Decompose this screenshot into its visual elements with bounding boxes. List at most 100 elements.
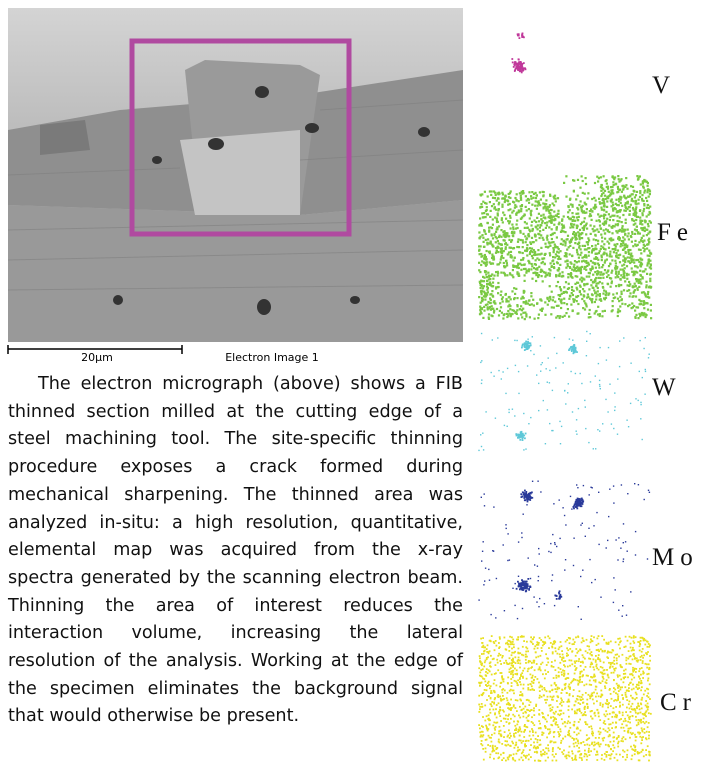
map-dot — [490, 263, 492, 265]
map-dot — [581, 260, 583, 262]
map-dot — [593, 636, 595, 638]
map-dot — [502, 695, 504, 697]
map-dot — [539, 695, 541, 697]
map-dot — [615, 271, 617, 273]
map-dot — [646, 695, 648, 697]
map-dot — [494, 745, 496, 747]
map-dot — [627, 640, 629, 642]
map-dot — [503, 718, 505, 720]
map-dot — [600, 215, 602, 217]
map-dot — [645, 705, 647, 707]
map-dot — [528, 191, 530, 193]
map-dot — [641, 237, 643, 239]
map-dot — [603, 253, 605, 255]
map-dot — [571, 255, 573, 257]
map-dot — [649, 231, 651, 233]
map-dot — [623, 736, 625, 738]
map-dot — [631, 679, 633, 681]
map-dot — [641, 240, 643, 242]
map-dot — [648, 357, 649, 358]
map-dot — [502, 688, 504, 690]
map-dot — [490, 685, 492, 687]
map-dot — [620, 689, 622, 691]
map-dot — [527, 496, 529, 498]
map-dot — [611, 186, 613, 188]
map-dot — [591, 728, 593, 730]
map-dot — [578, 204, 580, 206]
map-dot — [591, 635, 593, 637]
map-dot — [522, 241, 524, 243]
map-dot — [519, 677, 521, 679]
map-dot — [545, 199, 547, 201]
map-dot — [479, 675, 481, 677]
map-dot — [599, 384, 600, 385]
map-dot — [559, 656, 561, 658]
map-dot — [538, 410, 539, 411]
map-dot — [602, 704, 604, 706]
map-dot — [611, 753, 613, 755]
map-dot — [503, 235, 505, 237]
map-dot — [512, 62, 514, 64]
map-dot — [548, 206, 550, 208]
map-dot — [552, 643, 554, 645]
map-dot — [515, 673, 517, 675]
map-dot — [527, 583, 529, 585]
map-dot — [623, 185, 625, 187]
map-dot — [569, 659, 571, 661]
map-dot — [508, 251, 510, 253]
map-dot — [608, 247, 610, 249]
map-dot — [603, 243, 605, 245]
map-dot — [626, 245, 628, 247]
map-dot — [555, 650, 557, 652]
map-dot — [618, 273, 620, 275]
map-dot — [590, 716, 592, 718]
map-dot — [511, 224, 513, 226]
map-dot — [599, 313, 601, 315]
map-dot — [551, 266, 553, 268]
map-dot — [632, 698, 634, 700]
map-dot — [615, 183, 617, 185]
map-dot — [552, 760, 554, 762]
map-dot — [542, 229, 544, 231]
map-dot — [527, 342, 529, 344]
map-dot — [497, 193, 499, 195]
map-dot — [496, 747, 498, 749]
map-dot — [481, 653, 483, 655]
map-dot — [525, 757, 527, 759]
map-dot — [632, 296, 634, 298]
map-dot — [496, 704, 498, 706]
map-dot — [630, 727, 632, 729]
map-dot — [629, 708, 631, 710]
map-dot — [579, 710, 581, 712]
map-dot — [586, 734, 588, 736]
map-dot — [581, 237, 583, 239]
map-dot — [582, 192, 584, 194]
map-dot — [543, 194, 545, 196]
map-dot — [562, 738, 564, 740]
map-dot — [553, 267, 555, 269]
map-dot — [623, 720, 625, 722]
map-dot — [499, 695, 501, 697]
map-dot — [491, 254, 493, 256]
map-dot — [501, 247, 503, 249]
map-dot — [522, 712, 524, 714]
map-dot — [522, 759, 524, 761]
map-dot — [635, 531, 636, 532]
map-dot — [528, 235, 530, 237]
map-dot — [521, 731, 523, 733]
map-dot — [546, 657, 548, 659]
map-dot — [568, 730, 570, 732]
map-dot — [647, 293, 649, 295]
map-dot — [626, 615, 627, 616]
map-dot — [499, 686, 501, 688]
map-dot — [553, 216, 555, 218]
map-dot — [518, 576, 519, 577]
map-dot — [508, 646, 510, 648]
map-dot — [496, 308, 498, 310]
map-dot — [509, 273, 511, 275]
map-dot — [518, 435, 520, 437]
map-dot — [624, 204, 626, 206]
map-dot — [640, 637, 642, 639]
map-dot — [578, 743, 580, 745]
map-dot — [580, 671, 582, 673]
